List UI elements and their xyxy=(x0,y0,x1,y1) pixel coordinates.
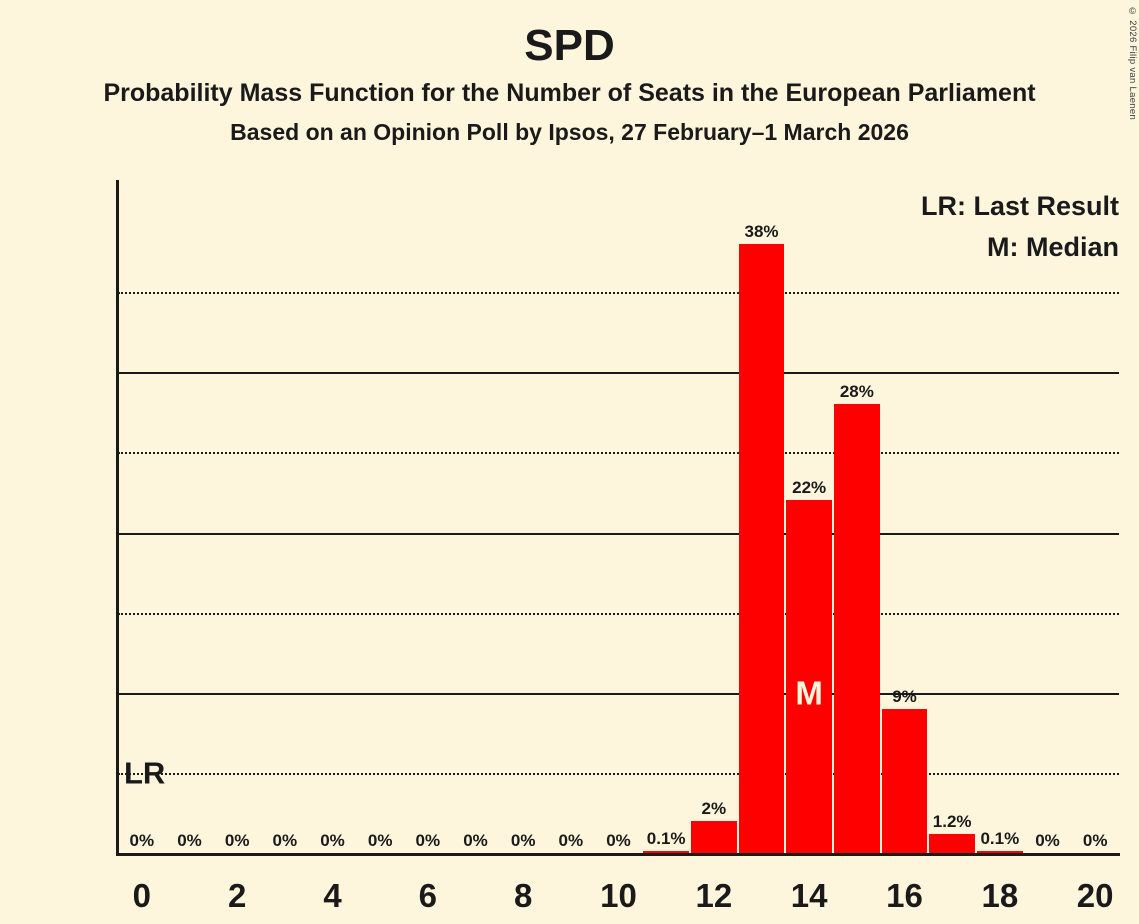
chart-title: SPD xyxy=(524,21,615,70)
gridline-major xyxy=(118,372,1119,375)
x-axis-line xyxy=(116,853,1120,856)
legend-median: M: Median xyxy=(987,232,1119,262)
bar-value-label: 0% xyxy=(272,831,298,850)
bar xyxy=(929,833,975,853)
chart-subtitle: Probability Mass Function for the Number… xyxy=(103,79,1036,107)
x-axis-tick-label: 4 xyxy=(323,877,342,914)
gridline-minor xyxy=(118,292,1119,295)
x-axis-tick-label: 0 xyxy=(132,877,152,914)
bar-value-label: 0% xyxy=(367,831,393,850)
bar-value-label: 0% xyxy=(558,831,584,850)
bar-value-label: 0% xyxy=(463,831,488,850)
bar xyxy=(881,708,928,853)
x-axis-tick-label: 20 xyxy=(1076,877,1114,914)
x-axis-tick-label: 14 xyxy=(790,877,828,914)
bar-value-label: 0% xyxy=(1035,831,1060,850)
bar-value-label: 0% xyxy=(606,831,631,850)
gridline-major xyxy=(118,692,1119,695)
title-block: SPD Probability Mass Function for the Nu… xyxy=(0,0,1139,148)
plot-area: 10%20%30%0%0%0%0%0%0%0%0%0%0%0%0.1%2%38%… xyxy=(116,180,1120,914)
x-axis-tick-label: 12 xyxy=(695,877,733,914)
bar-value-label: 0.1% xyxy=(980,829,1020,849)
bar-value-label: 0% xyxy=(224,831,250,850)
gridline-minor xyxy=(118,612,1119,615)
last-result-marker: LR xyxy=(124,755,166,791)
bar-value-label: 0% xyxy=(1082,831,1108,850)
bar-value-label: 0% xyxy=(320,831,345,850)
gridline-minor xyxy=(118,452,1119,455)
bar xyxy=(738,244,785,853)
median-marker: M xyxy=(795,674,823,712)
x-axis-tick-label: 6 xyxy=(418,877,438,914)
bar-value-label: 28% xyxy=(839,382,874,402)
bar xyxy=(691,820,737,853)
bar-value-label: 1.2% xyxy=(932,811,972,831)
bar-value-label: 0% xyxy=(129,831,155,850)
bar xyxy=(977,851,1023,853)
y-axis-line xyxy=(116,180,119,853)
bar-value-label: 0% xyxy=(510,831,536,850)
bar xyxy=(786,500,832,853)
bar xyxy=(834,404,880,853)
bar-value-label: 0.1% xyxy=(646,829,686,849)
x-axis-tick-label: 18 xyxy=(981,877,1019,914)
chart-source-line: Based on an Opinion Poll by Ipsos, 27 Fe… xyxy=(230,119,909,145)
bar-value-label: 9% xyxy=(892,686,917,706)
chart-legend: LR: Last Result M: Median xyxy=(921,186,1119,268)
bar-value-label: 22% xyxy=(792,478,827,498)
bar-value-label: 2% xyxy=(701,798,727,818)
bar-value-label: 38% xyxy=(744,222,779,242)
x-axis-tick-label: 16 xyxy=(886,877,923,914)
gridline-major xyxy=(118,532,1119,535)
bar-value-label: 0% xyxy=(177,831,202,850)
x-axis-tick-label: 8 xyxy=(513,877,533,914)
x-axis-tick-label: 2 xyxy=(227,877,247,914)
gridline-minor xyxy=(118,772,1119,775)
copyright-notice: © 2026 Filip van Laenen xyxy=(1127,6,1138,121)
bar xyxy=(643,851,689,853)
bar-value-label: 0% xyxy=(415,831,441,850)
x-axis-tick-label: 10 xyxy=(600,877,637,914)
legend-last-result: LR: Last Result xyxy=(920,191,1119,221)
